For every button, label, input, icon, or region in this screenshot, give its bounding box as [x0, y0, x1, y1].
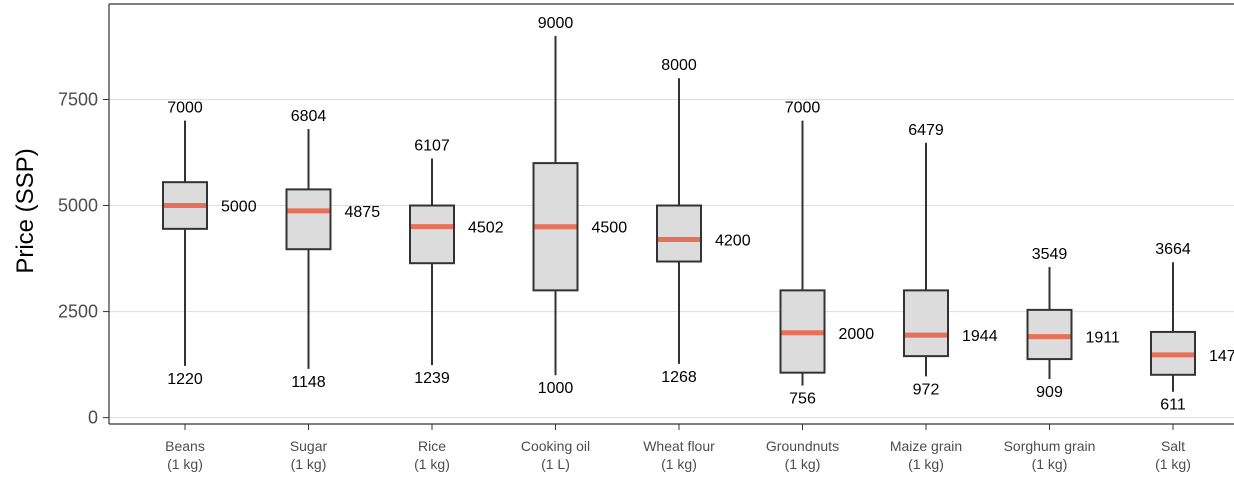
x-unit-groundnuts: (1 kg): [785, 456, 821, 472]
box-body-maize-grain: [903, 289, 949, 358]
max-label-cooking-oil: 9000: [538, 15, 574, 32]
median-label-maize-grain: 1944: [962, 328, 998, 345]
median-label-groundnuts: 2000: [839, 326, 875, 343]
box-maize-grain: [903, 142, 949, 377]
x-unit-salt: (1 kg): [1155, 456, 1191, 472]
y-tick-label-2500: 2500: [58, 302, 98, 322]
box-beans: [162, 120, 208, 366]
box-rice: [409, 158, 455, 366]
median-label-rice: 4502: [468, 220, 504, 237]
y-tick-label-7500: 7500: [58, 89, 98, 109]
box-sorghum-grain: [1026, 267, 1073, 380]
min-label-maize-grain: 972: [913, 381, 940, 398]
max-label-sugar: 6804: [291, 108, 327, 125]
min-label-rice: 1239: [414, 370, 450, 387]
median-label-cooking-oil: 4500: [592, 220, 628, 237]
y-tick-label-0: 0: [88, 408, 98, 428]
box-wheat-flour: [656, 78, 702, 364]
median-label-wheat-flour: 4200: [715, 232, 751, 249]
x-unit-rice: (1 kg): [414, 456, 450, 472]
max-label-beans: 7000: [167, 100, 203, 117]
min-label-groundnuts: 756: [789, 391, 816, 408]
median-label-beans: 5000: [221, 199, 257, 216]
max-label-maize-grain: 6479: [908, 122, 944, 139]
min-label-sugar: 1148: [291, 374, 326, 391]
max-label-wheat-flour: 8000: [661, 57, 697, 74]
max-label-sorghum-grain: 3549: [1032, 246, 1068, 263]
median-label-sorghum-grain: 1911: [1086, 330, 1121, 347]
x-unit-cooking-oil: (1 L): [541, 456, 570, 472]
x-unit-wheat-flour: (1 kg): [661, 456, 697, 472]
median-label-salt: 1478: [1209, 348, 1234, 365]
y-tick-label-5000: 5000: [58, 196, 98, 216]
x-unit-maize-grain: (1 kg): [908, 456, 944, 472]
x-label-wheat-flour: Wheat flour: [643, 438, 715, 454]
y-axis-title: Price (SSP): [12, 148, 39, 273]
box-cooking-oil: [532, 35, 579, 376]
median-label-sugar: 4875: [345, 204, 381, 221]
max-label-groundnuts: 7000: [785, 100, 821, 117]
x-label-salt: Salt: [1161, 438, 1185, 454]
box-groundnuts: [779, 120, 826, 386]
x-label-beans: Beans: [165, 438, 205, 454]
min-label-wheat-flour: 1268: [661, 369, 697, 386]
x-label-maize-grain: Maize grain: [890, 438, 962, 454]
min-label-salt: 611: [1160, 397, 1186, 414]
min-label-sorghum-grain: 909: [1036, 384, 1063, 401]
x-label-sugar: Sugar: [290, 438, 328, 454]
box-sugar: [285, 128, 332, 369]
value-annotations: 7000 1220 5000 6804 1148 4875 6107 1239 4502 9000…: [167, 15, 1234, 414]
box-body-rice: [409, 204, 455, 265]
x-label-groundnuts: Groundnuts: [766, 438, 839, 454]
x-label-cooking-oil: Cooking oil: [521, 438, 590, 454]
box-salt: [1150, 262, 1196, 392]
max-label-salt: 3664: [1155, 241, 1191, 258]
x-label-rice: Rice: [418, 438, 446, 454]
box-body-wheat-flour: [656, 204, 702, 263]
x-label-sorghum-grain: Sorghum grain: [1004, 438, 1096, 454]
min-label-cooking-oil: 1000: [538, 380, 574, 397]
box-body-sugar: [285, 188, 332, 251]
min-label-beans: 1220: [167, 371, 203, 388]
x-unit-beans: (1 kg): [167, 456, 203, 472]
x-unit-sugar: (1 kg): [291, 456, 327, 472]
max-label-rice: 6107: [414, 138, 450, 155]
boxes: [162, 35, 1196, 392]
axes: 0 2500 5000 7500 Beans (1 kg) Sugar (1 kg) Rice (…: [58, 3, 1234, 472]
x-unit-sorghum-grain: (1 kg): [1032, 456, 1068, 472]
